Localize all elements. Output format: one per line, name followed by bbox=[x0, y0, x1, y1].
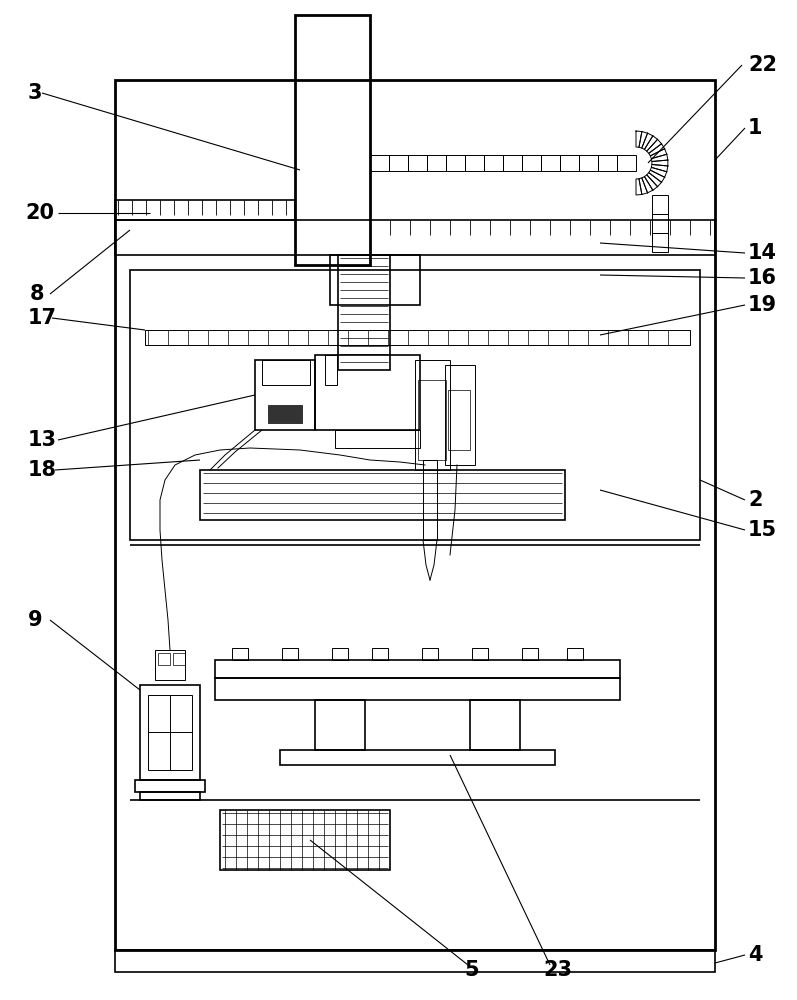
Text: 17: 17 bbox=[28, 308, 57, 328]
Bar bbox=[268, 405, 302, 423]
Bar bbox=[617, 155, 636, 171]
Bar bbox=[598, 155, 617, 171]
Text: 9: 9 bbox=[28, 610, 42, 630]
Bar bbox=[652, 195, 668, 214]
Text: 13: 13 bbox=[28, 430, 57, 450]
Bar bbox=[220, 810, 390, 870]
Bar bbox=[448, 390, 470, 450]
Bar bbox=[652, 233, 668, 252]
Text: 18: 18 bbox=[28, 460, 57, 480]
Bar bbox=[484, 155, 503, 171]
Bar bbox=[135, 780, 205, 792]
Bar bbox=[148, 695, 192, 770]
Bar bbox=[335, 430, 420, 448]
Bar bbox=[370, 155, 389, 171]
Bar bbox=[330, 255, 420, 305]
Bar bbox=[332, 648, 348, 660]
Bar bbox=[145, 330, 690, 345]
Bar bbox=[579, 155, 598, 171]
Bar bbox=[295, 15, 370, 265]
Bar bbox=[315, 700, 365, 750]
Bar bbox=[115, 200, 295, 220]
Text: 5: 5 bbox=[464, 960, 479, 980]
Text: 14: 14 bbox=[748, 243, 777, 263]
Bar bbox=[325, 355, 337, 385]
Bar bbox=[522, 155, 541, 171]
Bar bbox=[338, 255, 390, 370]
Bar bbox=[652, 214, 668, 233]
Bar bbox=[262, 360, 310, 385]
Bar bbox=[503, 155, 522, 171]
Bar bbox=[280, 750, 555, 765]
Bar bbox=[465, 155, 484, 171]
Bar bbox=[115, 220, 715, 255]
Bar bbox=[423, 460, 437, 540]
Bar bbox=[427, 155, 446, 171]
Bar bbox=[115, 80, 715, 950]
Text: 2: 2 bbox=[748, 490, 763, 510]
Text: 8: 8 bbox=[30, 284, 45, 304]
Bar bbox=[422, 648, 438, 660]
Text: 4: 4 bbox=[748, 945, 763, 965]
Text: 3: 3 bbox=[28, 83, 42, 103]
Bar bbox=[372, 648, 388, 660]
Bar bbox=[567, 648, 583, 660]
Bar bbox=[389, 155, 408, 171]
Bar bbox=[232, 648, 248, 660]
Text: 1: 1 bbox=[748, 118, 763, 138]
Bar bbox=[445, 365, 475, 465]
Bar bbox=[446, 155, 465, 171]
Bar bbox=[140, 792, 200, 800]
Bar bbox=[282, 648, 298, 660]
Text: 20: 20 bbox=[25, 203, 54, 223]
Bar bbox=[408, 155, 427, 171]
Bar bbox=[200, 470, 565, 520]
Bar bbox=[415, 360, 450, 470]
Text: 16: 16 bbox=[748, 268, 777, 288]
Bar bbox=[158, 653, 170, 665]
Text: 15: 15 bbox=[748, 520, 777, 540]
Bar bbox=[155, 650, 185, 680]
Text: 23: 23 bbox=[543, 960, 572, 980]
Bar bbox=[522, 648, 538, 660]
Bar bbox=[130, 270, 700, 540]
Bar bbox=[315, 355, 420, 430]
Bar bbox=[215, 660, 620, 678]
Bar bbox=[560, 155, 579, 171]
Bar bbox=[472, 648, 488, 660]
Bar bbox=[255, 360, 315, 430]
Bar bbox=[140, 685, 200, 780]
Bar bbox=[215, 678, 620, 700]
Bar bbox=[418, 380, 446, 460]
Text: 19: 19 bbox=[748, 295, 777, 315]
Bar bbox=[470, 700, 520, 750]
Bar bbox=[173, 653, 185, 665]
Bar bbox=[115, 950, 715, 972]
Bar bbox=[541, 155, 560, 171]
Text: 22: 22 bbox=[748, 55, 777, 75]
